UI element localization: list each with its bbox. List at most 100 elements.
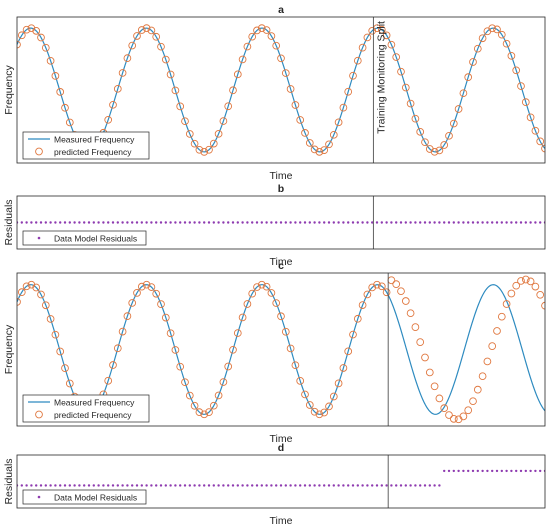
predicted-frequency-marker (27, 24, 36, 33)
residual-point (159, 484, 163, 487)
residual-point (164, 484, 167, 487)
predicted-frequency-marker (157, 300, 165, 308)
predicted-frequency-marker (440, 404, 449, 413)
predicted-frequency-marker (329, 392, 338, 401)
residual-point (150, 221, 153, 224)
predicted-frequency-marker (334, 379, 343, 388)
residual-point (447, 221, 451, 224)
predicted-frequency-marker (363, 33, 372, 42)
split-label: Training Monitoring Split (375, 21, 387, 134)
predicted-frequency-marker (214, 391, 223, 400)
plot-area-d (17, 469, 545, 487)
residual-point (164, 221, 167, 224)
predicted-frequency-marker (41, 301, 50, 310)
predicted-frequency-marker (181, 378, 189, 387)
legend-dot-swatch (37, 495, 41, 499)
predicted-frequency-marker (526, 277, 535, 286)
legend-box (22, 394, 150, 423)
predicted-frequency-marker (46, 315, 55, 323)
legend-box (22, 131, 150, 160)
residual-point (471, 469, 475, 473)
residual-point (121, 221, 124, 224)
residual-point (356, 221, 359, 224)
legend: Measured Frequency predicted Frequency (22, 394, 150, 423)
residual-point (481, 469, 484, 473)
residual-point (251, 221, 254, 224)
predicted-frequency-marker (296, 116, 305, 124)
predicted-frequency-marker (521, 275, 530, 284)
residual-point (519, 221, 523, 224)
residual-point (366, 221, 369, 224)
x-axis-label: Time (270, 433, 293, 445)
predicted-frequency-marker (277, 54, 285, 63)
predicted-frequency-marker (406, 99, 415, 108)
predicted-frequency-marker (238, 313, 247, 322)
predicted-frequency-marker (32, 27, 41, 35)
residual-point (419, 484, 422, 487)
panel-title: b (278, 183, 284, 195)
residual-point (236, 221, 239, 224)
predicted-frequency-marker (128, 299, 137, 307)
predicted-frequency-marker (171, 86, 180, 95)
residual-point (102, 221, 105, 224)
residual-point (279, 484, 283, 487)
legend-label: Data Model Residuals (54, 492, 137, 502)
predicted-frequency-marker (435, 394, 444, 403)
predicted-frequency-marker (56, 347, 65, 356)
residual-point (107, 221, 110, 224)
panel-b: b Time Residuals Data Model Residuals (3, 183, 546, 268)
predicted-frequency-marker (152, 289, 161, 298)
residual-point (299, 221, 302, 224)
residual-point (116, 221, 120, 224)
residual-point (145, 484, 148, 487)
x-axis-label: Time (270, 515, 293, 527)
residual-point (404, 221, 407, 224)
residual-point (519, 469, 523, 473)
residual-point (371, 484, 374, 487)
predicted-frequency-marker (512, 66, 521, 75)
residual-point (260, 484, 263, 487)
predicted-frequency-marker (286, 344, 295, 353)
predicted-frequency-marker (238, 55, 247, 64)
predicted-frequency-marker (344, 347, 353, 356)
predicted-frequency-marker (401, 297, 410, 305)
residual-point (49, 484, 52, 487)
predicted-frequency-marker (421, 138, 429, 147)
residual-point (179, 221, 182, 224)
predicted-frequency-marker (320, 408, 329, 417)
residual-point (155, 221, 158, 224)
predicted-frequency-marker (454, 105, 463, 113)
residual-point (294, 484, 297, 487)
residual-point (323, 221, 326, 224)
predicted-frequency-marker (531, 282, 540, 291)
predicted-frequency-marker (315, 410, 324, 419)
predicted-frequency-marker (209, 139, 218, 148)
predicted-frequency-marker (272, 299, 281, 307)
residual-point (313, 484, 316, 487)
residual-point (399, 484, 403, 487)
predicted-frequency-marker (464, 406, 473, 415)
predicted-frequency-marker (334, 118, 343, 127)
predicted-frequency-marker (459, 89, 468, 98)
residual-point (255, 221, 259, 224)
predicted-frequency-marker (325, 402, 333, 411)
residual-point (183, 484, 187, 487)
residual-point (222, 484, 225, 487)
predicted-frequency-marker (392, 280, 401, 288)
predicted-frequency-marker (411, 114, 420, 123)
residual-point (30, 484, 33, 487)
predicted-frequency-marker (161, 55, 170, 64)
predicted-frequency-marker (301, 129, 309, 137)
predicted-frequency-marker (65, 379, 74, 388)
predicted-frequency-marker (233, 70, 242, 79)
predicted-frequency-marker (118, 327, 127, 336)
predicted-frequency-marker (267, 32, 276, 40)
residual-point (30, 221, 33, 224)
predicted-frequency-marker (435, 146, 444, 155)
residual-point (203, 221, 206, 224)
predicted-frequency-marker (262, 282, 271, 291)
residual-point (222, 221, 225, 224)
predicted-frequency-marker (137, 26, 146, 34)
residual-point (68, 484, 72, 487)
plot-area-b (17, 221, 545, 224)
